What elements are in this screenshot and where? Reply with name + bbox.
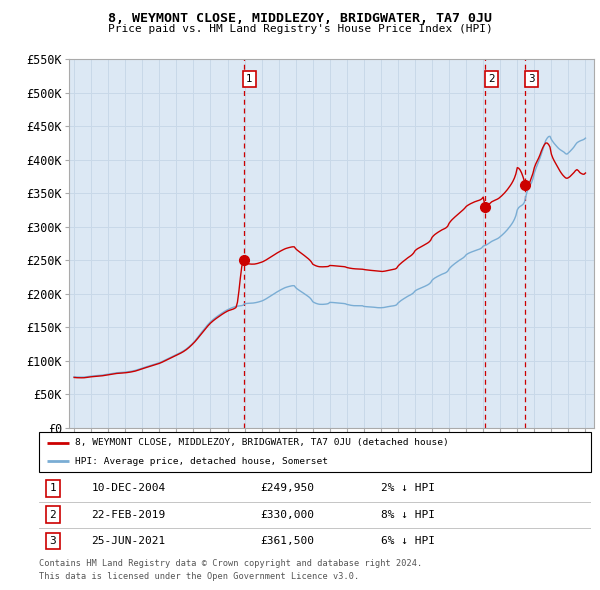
Text: Price paid vs. HM Land Registry's House Price Index (HPI): Price paid vs. HM Land Registry's House … xyxy=(107,24,493,34)
Text: 2: 2 xyxy=(49,510,56,520)
Text: £361,500: £361,500 xyxy=(260,536,314,546)
Text: 8% ↓ HPI: 8% ↓ HPI xyxy=(381,510,435,520)
Text: Contains HM Land Registry data © Crown copyright and database right 2024.: Contains HM Land Registry data © Crown c… xyxy=(39,559,422,568)
Text: 6% ↓ HPI: 6% ↓ HPI xyxy=(381,536,435,546)
Text: HPI: Average price, detached house, Somerset: HPI: Average price, detached house, Some… xyxy=(75,457,328,466)
Text: 2: 2 xyxy=(488,74,494,84)
Text: 3: 3 xyxy=(528,74,535,84)
Text: 8, WEYMONT CLOSE, MIDDLEZOY, BRIDGWATER, TA7 0JU: 8, WEYMONT CLOSE, MIDDLEZOY, BRIDGWATER,… xyxy=(108,12,492,25)
Text: 3: 3 xyxy=(49,536,56,546)
Text: 25-JUN-2021: 25-JUN-2021 xyxy=(91,536,166,546)
Text: 22-FEB-2019: 22-FEB-2019 xyxy=(91,510,166,520)
Text: £330,000: £330,000 xyxy=(260,510,314,520)
Text: 2% ↓ HPI: 2% ↓ HPI xyxy=(381,483,435,493)
Text: 1: 1 xyxy=(246,74,253,84)
Text: 8, WEYMONT CLOSE, MIDDLEZOY, BRIDGWATER, TA7 0JU (detached house): 8, WEYMONT CLOSE, MIDDLEZOY, BRIDGWATER,… xyxy=(75,438,449,447)
Text: This data is licensed under the Open Government Licence v3.0.: This data is licensed under the Open Gov… xyxy=(39,572,359,581)
Text: £249,950: £249,950 xyxy=(260,483,314,493)
Text: 1: 1 xyxy=(49,483,56,493)
Text: 10-DEC-2004: 10-DEC-2004 xyxy=(91,483,166,493)
